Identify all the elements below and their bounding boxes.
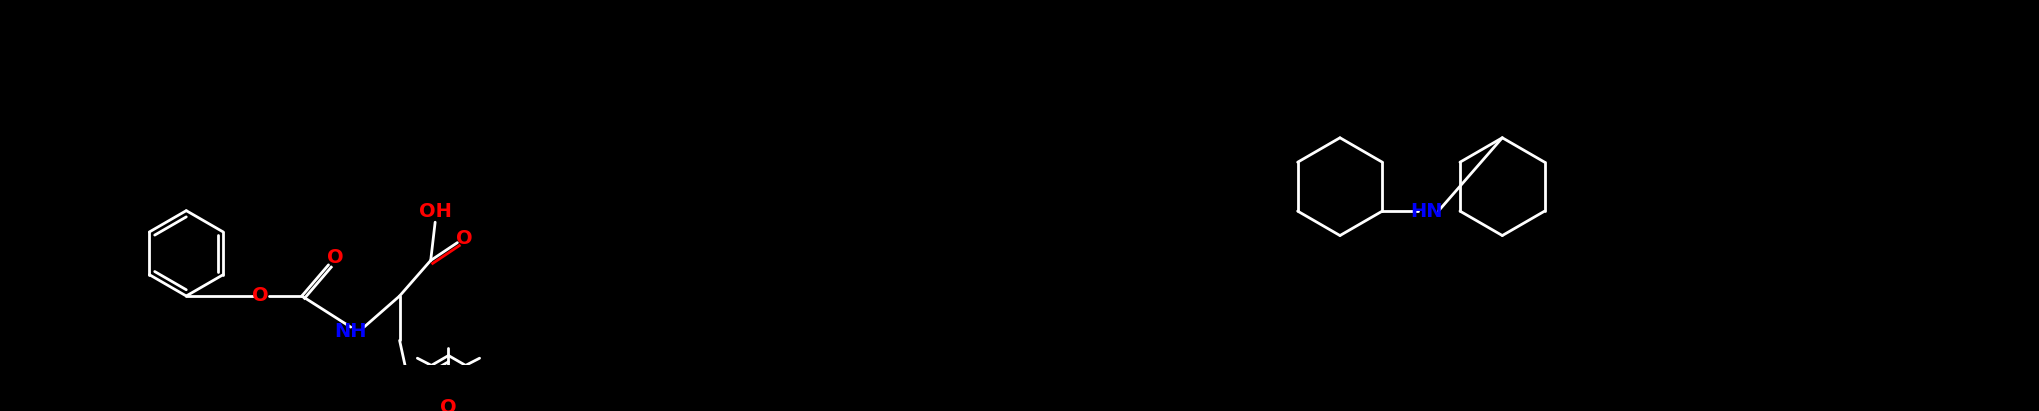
Text: O: O <box>326 248 345 267</box>
Text: O: O <box>440 397 457 411</box>
Text: NH: NH <box>334 322 367 341</box>
Text: O: O <box>251 286 269 305</box>
Text: O: O <box>457 229 473 248</box>
Text: OH: OH <box>418 202 451 221</box>
Text: HN: HN <box>1409 202 1442 221</box>
